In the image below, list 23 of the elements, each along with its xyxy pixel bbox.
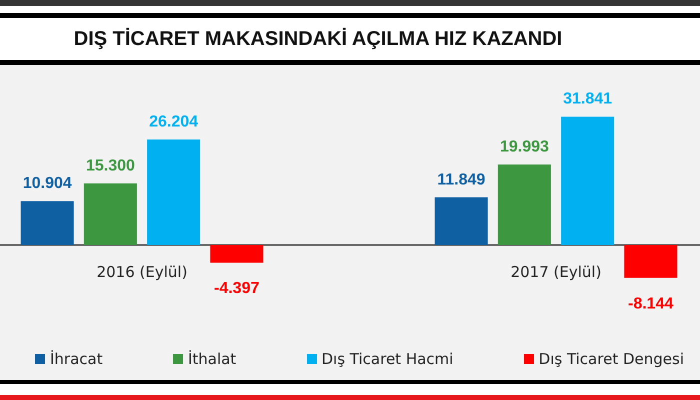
- legend-label: İthalat: [188, 350, 236, 368]
- data-label: -4.397: [214, 280, 260, 298]
- bar: [210, 245, 264, 263]
- bar: [561, 116, 614, 246]
- bar: [20, 201, 74, 246]
- data-label: 15.300: [86, 157, 136, 174]
- legend-label: Dış Ticaret Hacmi: [322, 350, 454, 368]
- data-label: 19.993: [500, 138, 550, 156]
- x-tick-label: 2017 (Eylül): [510, 262, 602, 281]
- bar: [434, 197, 488, 246]
- bar: [498, 164, 551, 246]
- legend-label: İhracat: [50, 350, 103, 368]
- chart-title: DIŞ TİCARET MAKASINDAKİ AÇILMA HIZ KAZANDI: [72, 26, 564, 52]
- data-label: 26.204: [149, 113, 198, 130]
- bar: [147, 139, 200, 246]
- data-label: 11.849: [437, 171, 486, 188]
- x-tick-label: 2016 (Eylül): [96, 262, 188, 281]
- bar: [84, 183, 137, 246]
- data-label: 10.904: [22, 175, 72, 192]
- data-label: -8.144: [628, 295, 674, 312]
- legend-label: Dış Ticaret Dengesi: [538, 350, 684, 368]
- data-label: 31.841: [563, 90, 612, 108]
- bar: [624, 245, 678, 278]
